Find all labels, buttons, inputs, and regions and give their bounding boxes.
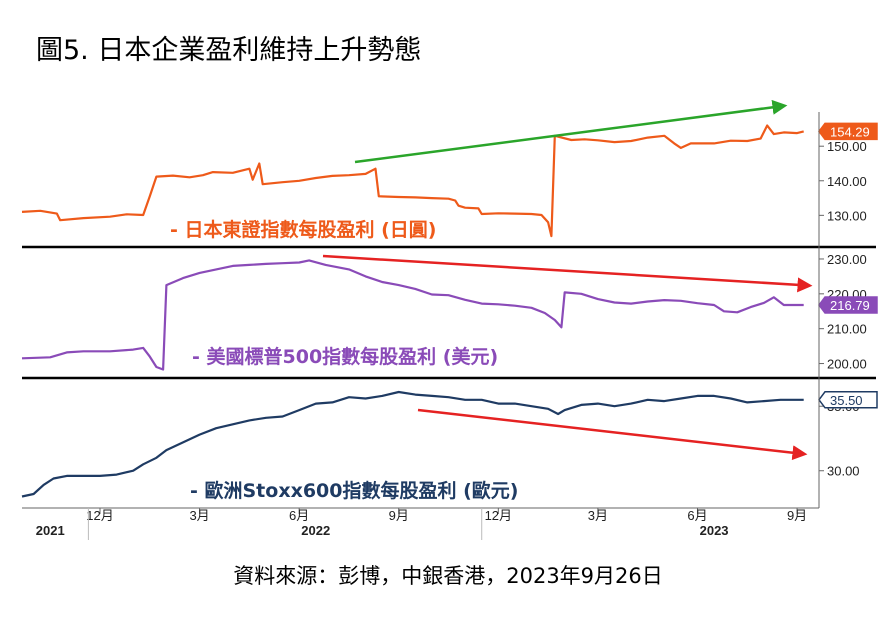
y-tick-label: 140.00 bbox=[827, 174, 867, 189]
x-tick-label: 9月 bbox=[389, 508, 409, 523]
x-tick-label: 6月 bbox=[289, 508, 309, 523]
value-tag-shape bbox=[818, 391, 878, 409]
year-label: 2023 bbox=[700, 523, 729, 538]
source-note: 資料來源：彭博，中銀香港，2023年9月26日 bbox=[233, 564, 663, 588]
value-tag-shape bbox=[818, 296, 878, 314]
value-tag-text: 216.79 bbox=[830, 298, 870, 313]
x-tick-label: 3月 bbox=[588, 508, 608, 523]
x-tick-label: 12月 bbox=[485, 508, 512, 523]
year-label: 2022 bbox=[301, 523, 330, 538]
y-tick-label: 200.00 bbox=[827, 357, 867, 372]
y-tick-label: 30.00 bbox=[827, 464, 860, 479]
last-value-tag: 154.29 bbox=[818, 122, 878, 141]
x-axis: 12月 3月 6月 9月 12月 3月 6月 9月 2021 2022 2023 bbox=[22, 112, 820, 540]
value-tag-text: 35.50 bbox=[830, 393, 863, 408]
series-line bbox=[21, 259, 804, 371]
value-tag-shape bbox=[818, 122, 878, 141]
series-label: - 歐洲Stoxx600指數每股盈利 (歐元) bbox=[190, 479, 518, 502]
y-tick-label: 130.00 bbox=[827, 208, 867, 223]
x-tick-label: 6月 bbox=[687, 508, 707, 523]
figure-title: 圖5. 日本企業盈利維持上升勢態 bbox=[36, 35, 422, 66]
y-tick-label: 210.00 bbox=[827, 322, 867, 337]
series-label: - 日本東證指數每股盈利 (日圓) bbox=[170, 218, 436, 241]
value-tag-text: 154.29 bbox=[830, 124, 870, 139]
y-tick-label: 150.00 bbox=[827, 139, 867, 154]
x-tick-label: 9月 bbox=[787, 508, 807, 523]
year-label: 2021 bbox=[36, 523, 65, 538]
series-line bbox=[21, 124, 804, 238]
trend-arrow bbox=[417, 408, 808, 461]
last-value-tag: 216.79 bbox=[818, 296, 878, 314]
last-value-tag: 35.50 bbox=[818, 391, 878, 409]
trend-arrow bbox=[322, 254, 813, 293]
series-line bbox=[21, 390, 804, 498]
series-label: - 美國標普500指數每股盈利 (美元) bbox=[192, 345, 498, 368]
x-tick-label: 3月 bbox=[189, 508, 209, 523]
x-tick-label: 12月 bbox=[86, 508, 113, 523]
trend-arrow bbox=[354, 99, 788, 164]
y-tick-label: 230.00 bbox=[827, 252, 867, 267]
